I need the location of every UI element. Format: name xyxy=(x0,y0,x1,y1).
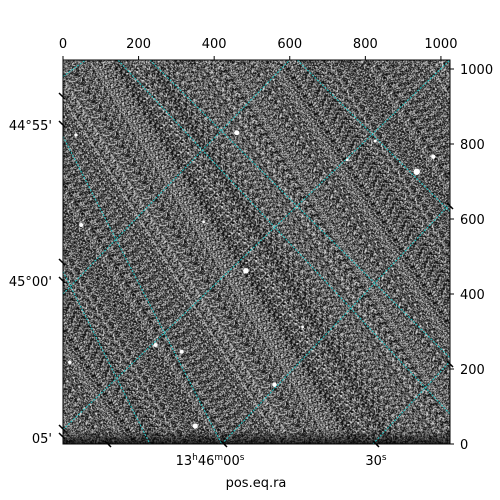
bright-source xyxy=(301,325,305,329)
world-tick xyxy=(104,440,112,448)
dec-tick-label-1: 44°55' xyxy=(9,119,52,134)
grid-ra-line-3 xyxy=(63,60,86,77)
x-top-tick-label: 0 xyxy=(59,37,67,52)
world-tick xyxy=(58,432,66,440)
x-top-tick-label: 1000 xyxy=(424,37,457,52)
grid-dec-line-1 xyxy=(63,136,223,444)
world-tick xyxy=(220,440,228,448)
bright-source xyxy=(272,382,277,387)
dec-tick-label-3: 05' xyxy=(32,432,52,447)
bright-source xyxy=(243,267,249,274)
world-tick xyxy=(58,92,66,100)
grid-ra-line-5 xyxy=(372,361,450,444)
x-top-tick-label: 800 xyxy=(353,37,378,52)
bright-source xyxy=(234,130,240,136)
bright-source xyxy=(373,139,377,143)
ra-tick-label-1: 13h46m00s xyxy=(176,453,245,469)
dec-tick-label-2: 45°00' xyxy=(9,275,52,290)
x-top-tick-label: 200 xyxy=(126,37,151,52)
world-tick xyxy=(372,440,380,448)
world-tick xyxy=(58,276,66,284)
bright-source xyxy=(413,168,420,175)
y-right-tick-label: 1000 xyxy=(460,63,493,78)
y-right-tick-label: 400 xyxy=(460,288,485,303)
grid-ra-line-4 xyxy=(63,60,450,431)
grid-dec-line-4 xyxy=(149,60,450,359)
axis-ticks: 0 200 400 600 800 1000 0 200 400 600 800 1000 xyxy=(58,37,493,453)
grid-dec-line-5 xyxy=(296,60,450,212)
bright-source xyxy=(68,360,72,365)
x-top-tick-label: 400 xyxy=(202,37,227,52)
x-axis-label: pos.eq.ra xyxy=(226,476,287,491)
coordinate-grid xyxy=(63,60,450,444)
grid-ra-line-2 xyxy=(221,203,450,444)
world-tick xyxy=(58,120,66,128)
x-top-tick-label: 600 xyxy=(277,37,302,52)
sky-image xyxy=(63,60,450,444)
bright-source xyxy=(192,423,198,429)
bright-source xyxy=(345,158,349,162)
bright-source xyxy=(202,220,205,224)
grid-ra-line-1 xyxy=(63,60,291,295)
world-tick xyxy=(446,202,454,210)
y-right-tick-label: 800 xyxy=(460,138,485,153)
bright-source xyxy=(74,133,78,137)
world-tick xyxy=(58,258,66,266)
bright-source xyxy=(153,343,158,347)
sky-image-pixels xyxy=(63,60,450,444)
bright-source xyxy=(179,349,184,354)
world-tick xyxy=(446,360,454,368)
ra-tick-label-2: 30s xyxy=(365,453,387,469)
y-right-tick-label: 200 xyxy=(460,363,485,378)
world-tick xyxy=(58,424,66,432)
y-right-tick-label: 0 xyxy=(460,438,468,453)
y-right-tick-label: 600 xyxy=(460,213,485,228)
bright-source xyxy=(431,154,436,159)
grid-dec-line-2 xyxy=(63,271,151,444)
bright-source xyxy=(79,223,84,227)
plot-frame xyxy=(62,59,451,445)
